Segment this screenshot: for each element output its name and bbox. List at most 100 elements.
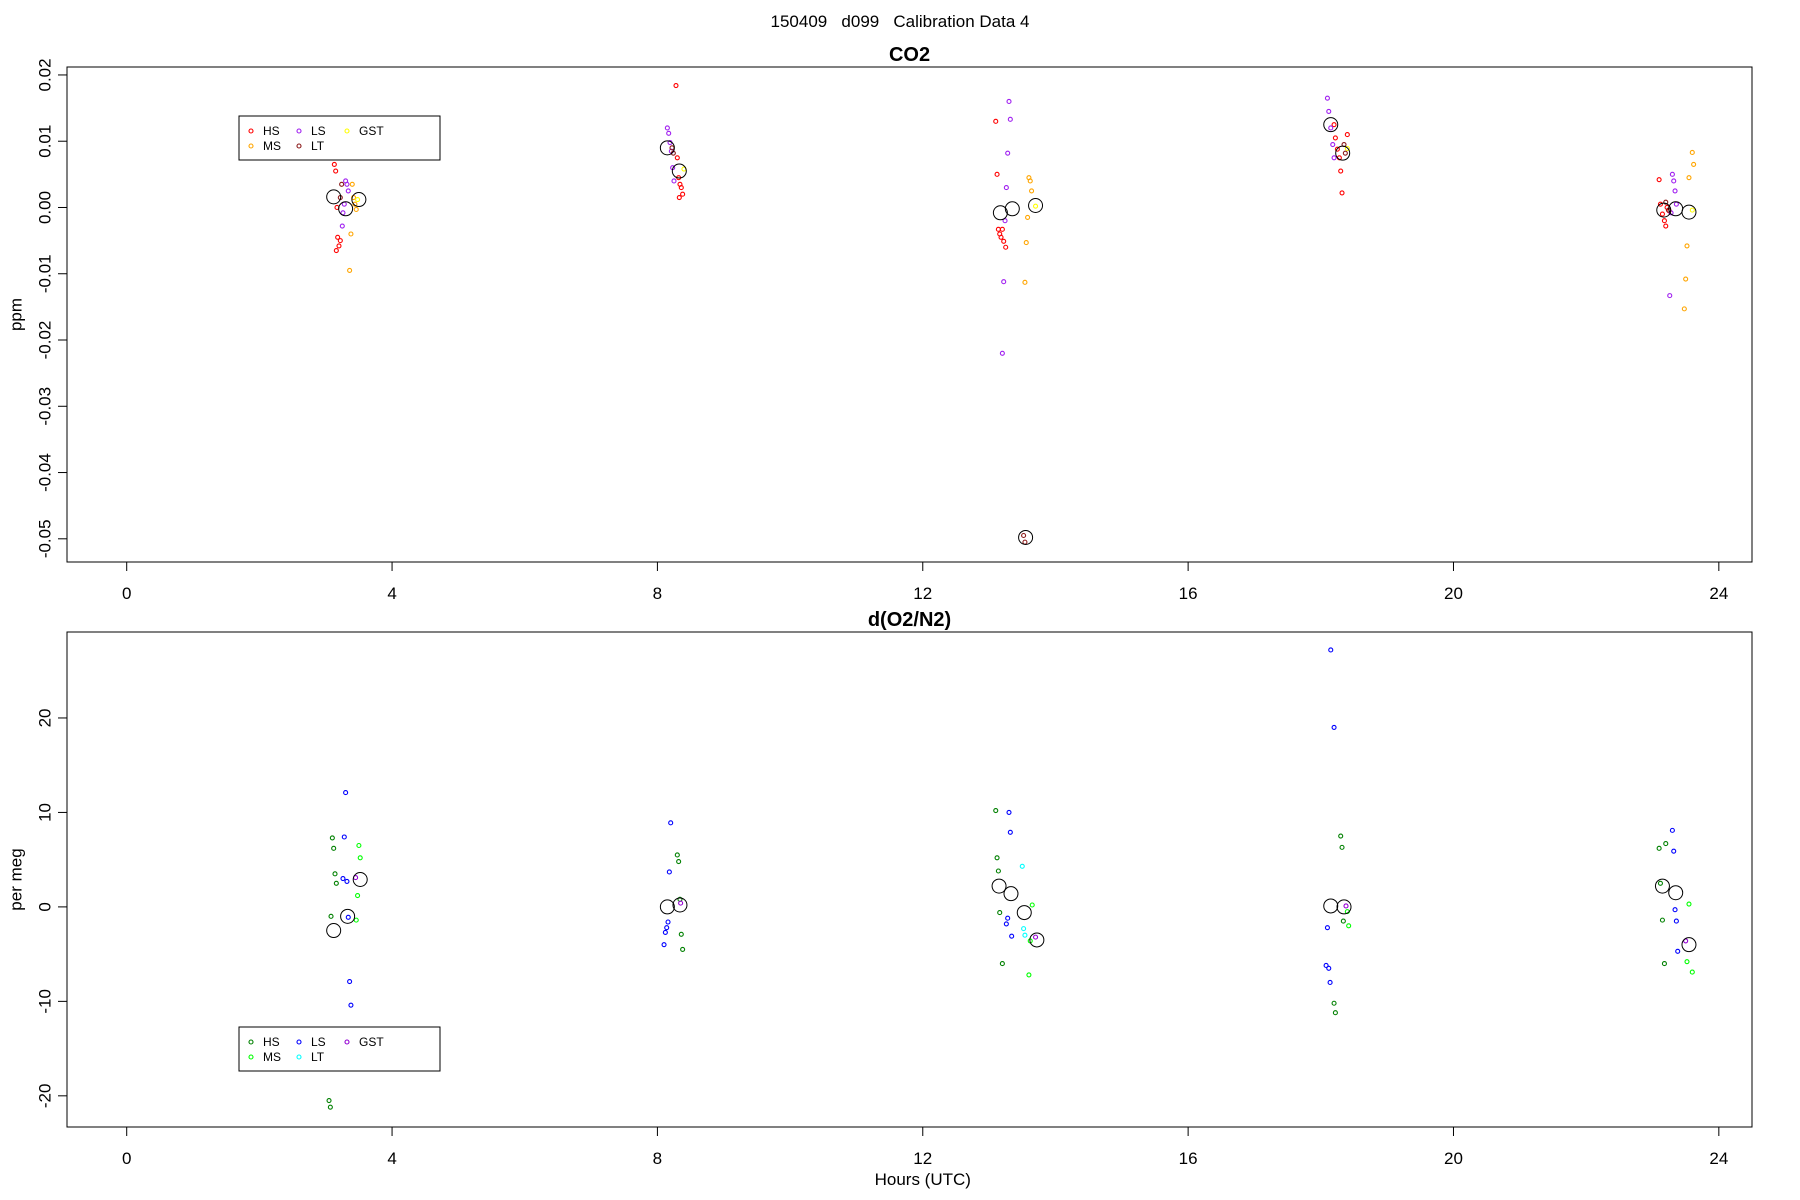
- series-gst: [353, 875, 1689, 944]
- y-tick-label: 0.02: [36, 58, 55, 91]
- data-point: [1032, 203, 1039, 209]
- legend-marker: [248, 1039, 254, 1045]
- data-point: [332, 871, 338, 877]
- data-point: [328, 913, 334, 919]
- y-tick-label: -10: [36, 989, 55, 1014]
- data-point: [673, 83, 679, 89]
- data-point: [1331, 1000, 1337, 1006]
- legend-marker: [248, 143, 254, 149]
- data-point: [1673, 918, 1679, 924]
- mean-point: [1004, 201, 1020, 217]
- data-point: [1330, 141, 1336, 148]
- x-tick-label: 24: [1709, 1149, 1728, 1168]
- data-point: [1684, 243, 1690, 249]
- data-point: [1659, 917, 1665, 923]
- data-point: [1003, 244, 1009, 250]
- legend-marker: [248, 1054, 254, 1060]
- series-ms: [347, 149, 1697, 312]
- data-point: [661, 942, 667, 948]
- mean-point: [659, 140, 675, 156]
- data-point: [676, 859, 682, 865]
- mean-point: [1681, 204, 1697, 220]
- data-point: [1683, 276, 1689, 282]
- data-point: [998, 234, 1004, 240]
- data-point: [1681, 306, 1687, 312]
- data-point: [353, 917, 359, 923]
- legend-box: [238, 1026, 441, 1072]
- data-point: [333, 168, 339, 174]
- data-point: [1343, 903, 1349, 909]
- legend-label: LS: [311, 124, 326, 138]
- mean-point: [1336, 899, 1352, 915]
- data-point: [1342, 150, 1348, 156]
- data-point: [343, 790, 349, 796]
- data-point: [335, 234, 341, 240]
- series-ls: [340, 647, 1681, 1008]
- legend-marker: [296, 1039, 302, 1045]
- legend-label: GST: [359, 124, 384, 138]
- data-point: [1686, 901, 1692, 907]
- data-point: [1326, 965, 1332, 971]
- y-tick-label: -0.04: [36, 453, 55, 492]
- mean-point: [326, 189, 342, 205]
- data-point: [1005, 150, 1011, 156]
- y-tick-label: -0.02: [36, 321, 55, 360]
- data-point: [1663, 223, 1669, 229]
- data-point: [345, 914, 351, 920]
- data-point: [1671, 178, 1677, 184]
- x-tick-label: 24: [1709, 584, 1728, 603]
- data-point: [678, 931, 684, 937]
- data-point: [994, 171, 1000, 177]
- data-point: [1027, 178, 1033, 184]
- y-axis-label: per meg: [7, 848, 26, 910]
- data-point: [999, 961, 1005, 967]
- data-point: [1669, 827, 1675, 833]
- data-point: [331, 845, 337, 851]
- data-point: [1331, 122, 1337, 128]
- data-point: [1340, 918, 1346, 924]
- legend-label: HS: [263, 1035, 280, 1049]
- data-point: [1029, 188, 1035, 194]
- y-tick-label: 0.01: [36, 125, 55, 158]
- chart-title: d(O2/N2): [868, 609, 951, 631]
- mean-point: [1029, 932, 1045, 948]
- y-tick-label: -0.01: [36, 254, 55, 293]
- data-point: [993, 807, 999, 814]
- data-point: [664, 925, 670, 931]
- data-point: [1021, 926, 1027, 932]
- series-hs: [331, 83, 1672, 254]
- data-point: [348, 1002, 354, 1008]
- series-gst: [355, 145, 1695, 213]
- data-point: [1003, 185, 1009, 191]
- mean-point: [1016, 905, 1032, 921]
- data-point: [1019, 863, 1025, 869]
- data-point: [1332, 135, 1338, 141]
- data-point: [336, 243, 342, 249]
- data-point: [344, 181, 350, 187]
- data-point: [664, 125, 670, 131]
- legend-box: [238, 115, 441, 161]
- data-point: [1656, 177, 1662, 183]
- data-point: [353, 206, 359, 213]
- data-point: [1684, 959, 1690, 965]
- x-tick-label: 12: [913, 584, 932, 603]
- y-tick-label: 0: [36, 902, 55, 911]
- data-point: [1003, 921, 1009, 927]
- mean-point: [671, 163, 687, 179]
- data-point: [680, 191, 686, 197]
- data-point: [1021, 532, 1027, 539]
- data-point: [1324, 925, 1330, 931]
- data-point: [1671, 848, 1677, 854]
- mean-point: [1656, 202, 1672, 218]
- x-axis-label: Hours (UTC): [875, 1170, 971, 1189]
- data-point: [678, 185, 684, 191]
- mean-point: [992, 205, 1008, 221]
- data-point: [1667, 293, 1673, 299]
- series-ls: [339, 95, 1679, 356]
- y-tick-label: -20: [36, 1084, 55, 1109]
- data-point: [995, 226, 1001, 232]
- y-tick-label: 10: [36, 803, 55, 822]
- data-point: [1022, 279, 1028, 285]
- data-point: [999, 226, 1005, 232]
